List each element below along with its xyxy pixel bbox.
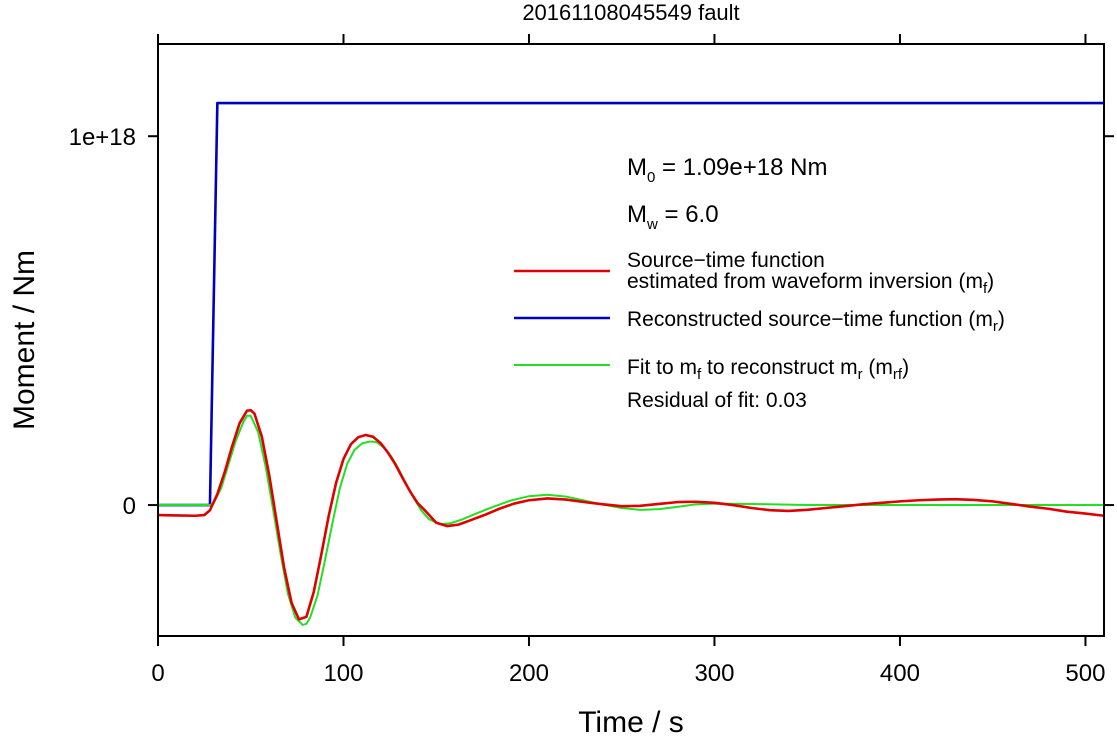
m0-symbol: M [627, 154, 647, 181]
y-tick-label: 1e+18 [69, 124, 136, 151]
mw-value: = 6.0 [658, 201, 719, 228]
x-tick-label: 100 [323, 660, 363, 687]
legend-label-mf-line2: estimated from waveform inversion (mf) [627, 270, 994, 297]
plot-frame [157, 43, 1105, 637]
x-tick-label: 0 [151, 660, 164, 687]
x-tick-label: 500 [1065, 660, 1105, 687]
residual-label: Residual of fit: 0.03 [627, 389, 807, 412]
mw-subscript: w [646, 216, 658, 233]
svg-text:Mw = 6.0: Mw = 6.0 [627, 201, 719, 233]
chart-title: 20161108045549 fault [522, 0, 739, 25]
legend: Source−time function estimated from wave… [514, 249, 1005, 412]
y-axis-title: Moment / Nm [8, 250, 41, 430]
legend-label-mrf: Fit to mf to reconstruct mr (mrf) [627, 356, 909, 383]
ticks-layer: 0 100 200 300 400 500 0 1e+18 [69, 34, 1114, 687]
m0-value: = 1.09e+18 Nm [655, 154, 827, 181]
x-axis-title: Time / s [578, 706, 684, 736]
legend-label-mf-line1: Source−time function [627, 249, 825, 272]
y-tick-label: 0 [123, 493, 136, 520]
x-tick-label: 400 [880, 660, 920, 687]
m0-subscript: 0 [647, 169, 655, 186]
series-line-mrf [158, 414, 1104, 626]
series-line-mf [157, 408, 1105, 621]
x-tick-label: 200 [509, 660, 549, 687]
x-tick-label: 300 [694, 660, 734, 687]
mw-symbol: M [627, 201, 647, 228]
m0-annotation: M0 = 1.09e+18 Nm [627, 154, 827, 186]
legend-label-mr: Reconstructed source−time function (mr) [627, 308, 1005, 335]
mw-annotation: Mw = 6.0 [627, 201, 719, 233]
series-layer [157, 101, 1105, 626]
svg-text:M0 = 1.09e+18 Nm: M0 = 1.09e+18 Nm [627, 154, 827, 186]
